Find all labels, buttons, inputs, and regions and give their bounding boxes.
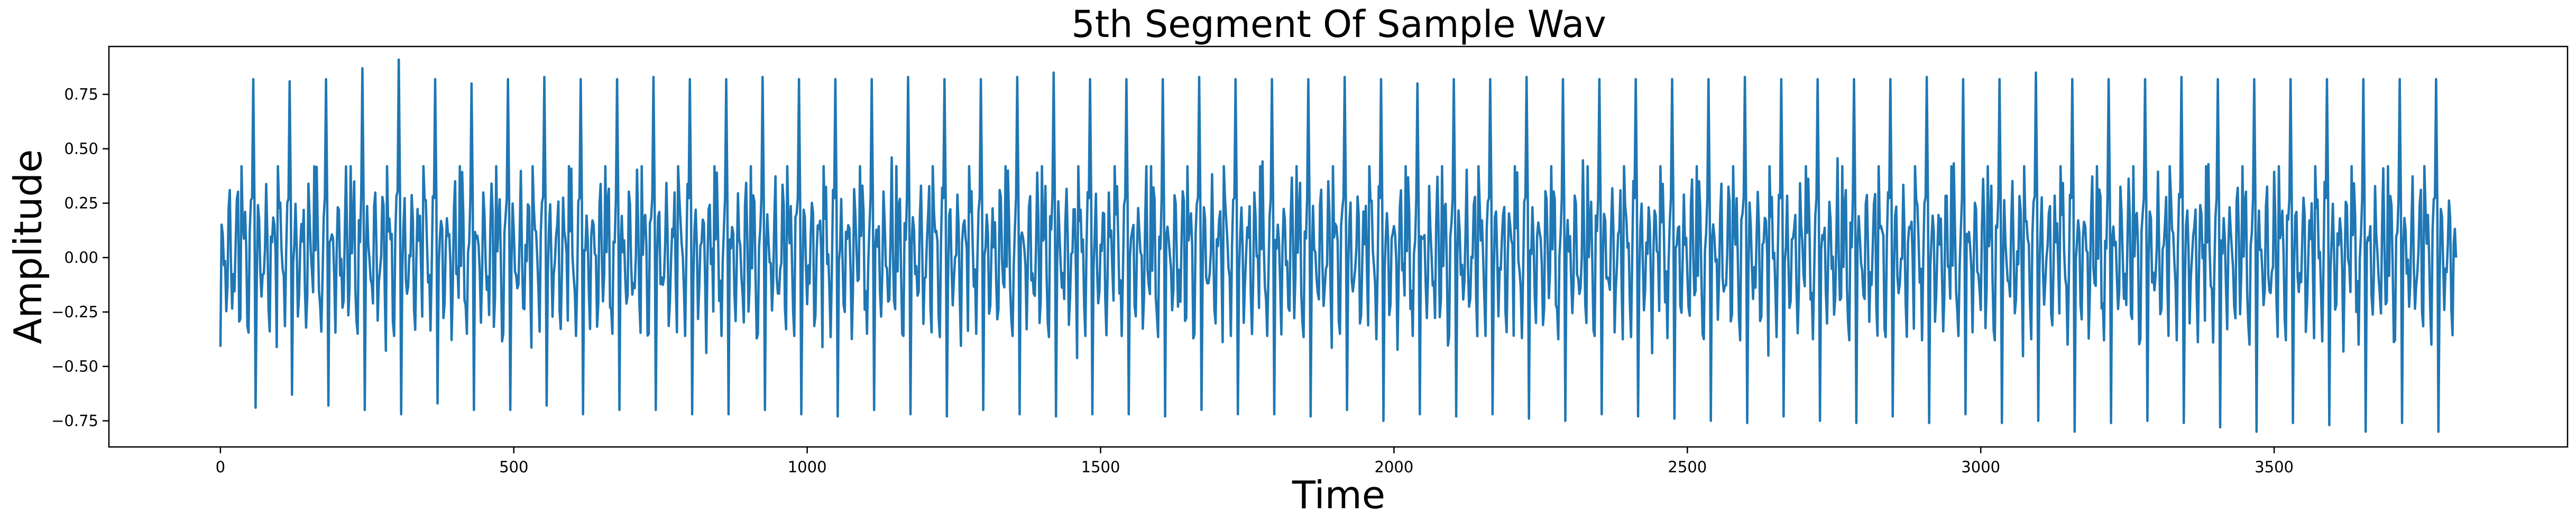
y-tick-label: 0.25 (64, 194, 98, 212)
y-tick-label: 0.75 (64, 86, 98, 104)
x-tick-label: 0 (216, 458, 225, 476)
x-tick-label: 3000 (1961, 458, 2000, 476)
y-tick-label: −0.25 (51, 303, 98, 321)
x-axis-label: Time (1292, 473, 1385, 517)
x-tick-label: 500 (499, 458, 528, 476)
y-tick-label: 0.50 (64, 140, 98, 158)
x-tick-label: 3500 (2255, 458, 2294, 476)
y-tick-label: −0.50 (51, 358, 98, 376)
x-tick-label: 2500 (1668, 458, 1707, 476)
y-tick-label: 0.00 (64, 249, 98, 267)
plot-frame (108, 45, 2569, 448)
y-axis: −0.75 −0.50 −0.25 0.00 0.25 0.50 0.75 (51, 86, 109, 430)
series-layer (219, 58, 2458, 433)
y-axis-label: Amplitude (6, 150, 50, 344)
chart-title: 5th Segment Of Sample Wav (1071, 3, 1606, 46)
x-tick-label: 1500 (1081, 458, 1120, 476)
y-tick-label: −0.75 (51, 412, 98, 430)
x-axis: 0 500 1000 1500 2000 2500 3000 3500 (216, 447, 2294, 476)
x-tick-label: 1000 (788, 458, 827, 476)
x-tick-label: 2000 (1375, 458, 1414, 476)
series-line (219, 58, 2458, 433)
